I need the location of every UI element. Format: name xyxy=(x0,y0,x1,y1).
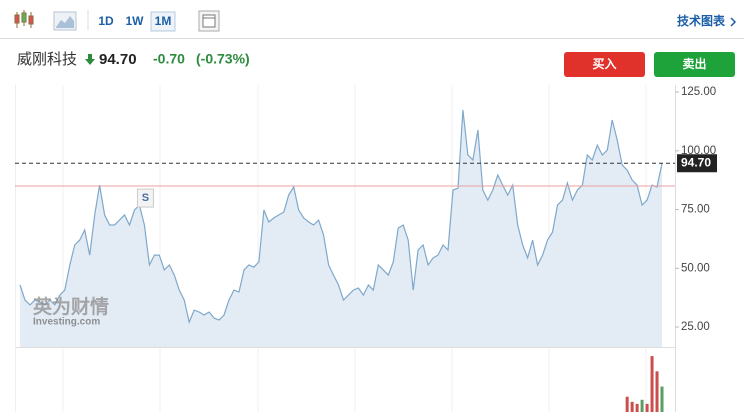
down-arrow xyxy=(85,54,95,65)
volume-bar xyxy=(625,396,629,412)
y-tick-label: 125.00 xyxy=(681,86,716,98)
volume-bar xyxy=(630,401,634,412)
price-line xyxy=(19,110,663,325)
volume-bar xyxy=(660,386,664,412)
volume-bar xyxy=(650,356,654,412)
last-price-label: 94.70 xyxy=(681,155,711,169)
calendar-icon[interactable] xyxy=(198,10,220,32)
active-period-box[interactable] xyxy=(150,11,176,32)
price: 94.70 xyxy=(99,51,137,68)
y-tick-label: 75.00 xyxy=(681,204,710,216)
buy-button[interactable] xyxy=(564,52,645,77)
chart: 25.00 50.00 75.00 100.00 125.00 94.70 S 英为财情Inv… xyxy=(15,85,717,412)
y-tick-label: 25.00 xyxy=(681,321,710,333)
watermark-site: Investing.com xyxy=(33,317,100,328)
period-button[interactable]: 1D xyxy=(98,14,114,28)
buy-label[interactable]: 买入 xyxy=(592,57,616,71)
last-price-tag xyxy=(677,154,717,173)
volume-bar xyxy=(645,403,649,412)
volume-bar xyxy=(655,371,659,412)
volume-bar xyxy=(635,403,639,412)
change-percent: (-0.73%) xyxy=(196,51,250,67)
candle-icon[interactable] xyxy=(14,10,34,28)
volume-bar xyxy=(640,399,644,412)
chevron xyxy=(730,17,737,27)
stock-name: 威刚科技 xyxy=(17,51,77,68)
area-fill xyxy=(20,110,662,347)
period-button[interactable]: 1W xyxy=(126,14,145,28)
change: -0.70 xyxy=(153,51,185,67)
area-icon[interactable] xyxy=(53,11,77,31)
watermark-brand: 英为财情 xyxy=(33,295,109,318)
sell-button[interactable] xyxy=(654,52,735,77)
sell-label[interactable]: 卖出 xyxy=(682,56,706,71)
annotation-label: S xyxy=(142,192,149,204)
y-tick-label: 100.00 xyxy=(681,145,716,157)
period-button[interactable]: 1M xyxy=(155,14,172,28)
technical-chart-link[interactable]: 技术图表 xyxy=(677,13,726,28)
annotation-box xyxy=(136,188,154,208)
y-tick-label: 50.00 xyxy=(681,262,710,274)
